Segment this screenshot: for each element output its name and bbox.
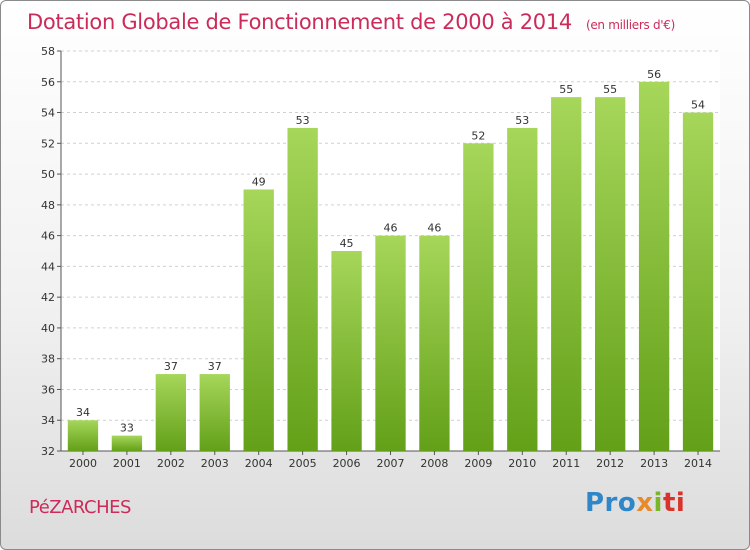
data-label: 33	[120, 422, 134, 435]
data-label: 37	[164, 360, 178, 373]
bar	[638, 81, 670, 452]
bar	[463, 143, 494, 452]
data-label: 49	[252, 175, 266, 188]
data-label: 46	[427, 222, 441, 235]
y-tick-label: 42	[41, 291, 55, 304]
x-tick-label: 2005	[289, 457, 317, 470]
data-label: 53	[296, 114, 310, 127]
x-tick-label: 2008	[420, 457, 448, 470]
x-tick-label: 2009	[464, 457, 492, 470]
data-label: 54	[691, 99, 705, 112]
x-tick-label: 2007	[377, 457, 405, 470]
x-tick-label: 2003	[201, 457, 229, 470]
bar	[199, 374, 230, 451]
x-tick-label: 2004	[245, 457, 273, 470]
y-tick-label: 52	[41, 137, 55, 150]
chart-subtitle: (en milliers d'€)	[585, 18, 675, 32]
y-tick-label: 38	[41, 353, 55, 366]
y-tick-label: 44	[41, 260, 55, 273]
bar	[111, 435, 143, 451]
x-tick-label: 2013	[640, 457, 668, 470]
bar	[507, 127, 538, 451]
data-label: 34	[76, 406, 90, 419]
bar	[155, 374, 186, 451]
bar	[595, 97, 626, 452]
y-tick-label: 34	[41, 414, 55, 427]
data-label: 55	[603, 83, 617, 96]
y-tick-label: 58	[41, 45, 55, 58]
proxiti-logo: Proxiti	[585, 488, 685, 518]
data-label: 55	[559, 83, 573, 96]
data-label: 52	[471, 129, 485, 142]
bar	[287, 127, 318, 451]
logo-part-4: ti	[662, 488, 686, 518]
y-tick-label: 40	[41, 322, 55, 335]
x-tick-label: 2002	[157, 457, 185, 470]
x-tick-label: 2012	[596, 457, 624, 470]
y-tick-label: 36	[41, 383, 55, 396]
x-tick-label: 2010	[508, 457, 536, 470]
data-label: 46	[384, 222, 398, 235]
y-tick-label: 54	[41, 107, 55, 120]
x-tick-label: 2006	[333, 457, 361, 470]
bar	[419, 235, 450, 451]
x-tick-label: 2014	[684, 457, 712, 470]
chart-title: Dotation Globale de Fonctionnement de 20…	[27, 10, 675, 34]
y-tick-label: 50	[41, 168, 55, 181]
bar	[331, 251, 362, 451]
bar	[551, 97, 582, 452]
place-name: PéZARCHES	[29, 497, 131, 518]
x-tick-label: 2001	[113, 457, 141, 470]
chart-title-text: Dotation Globale de Fonctionnement de 20…	[27, 10, 572, 34]
data-label: 45	[340, 237, 354, 250]
logo-part-2: x	[636, 488, 654, 518]
logo-part-1: Pro	[585, 488, 637, 518]
logo-part-3: i	[653, 488, 663, 518]
y-tick-label: 46	[41, 230, 55, 243]
x-tick-label: 2011	[552, 457, 580, 470]
data-label: 37	[208, 360, 222, 373]
y-tick-label: 56	[41, 76, 55, 89]
data-label: 56	[647, 68, 661, 81]
bar	[67, 420, 99, 451]
x-tick-label: 2000	[69, 457, 97, 470]
y-tick-label: 32	[41, 445, 55, 458]
bar	[375, 235, 406, 451]
y-tick-label: 48	[41, 199, 55, 212]
bar	[682, 112, 714, 452]
bar	[243, 189, 274, 451]
data-label: 53	[515, 114, 529, 127]
